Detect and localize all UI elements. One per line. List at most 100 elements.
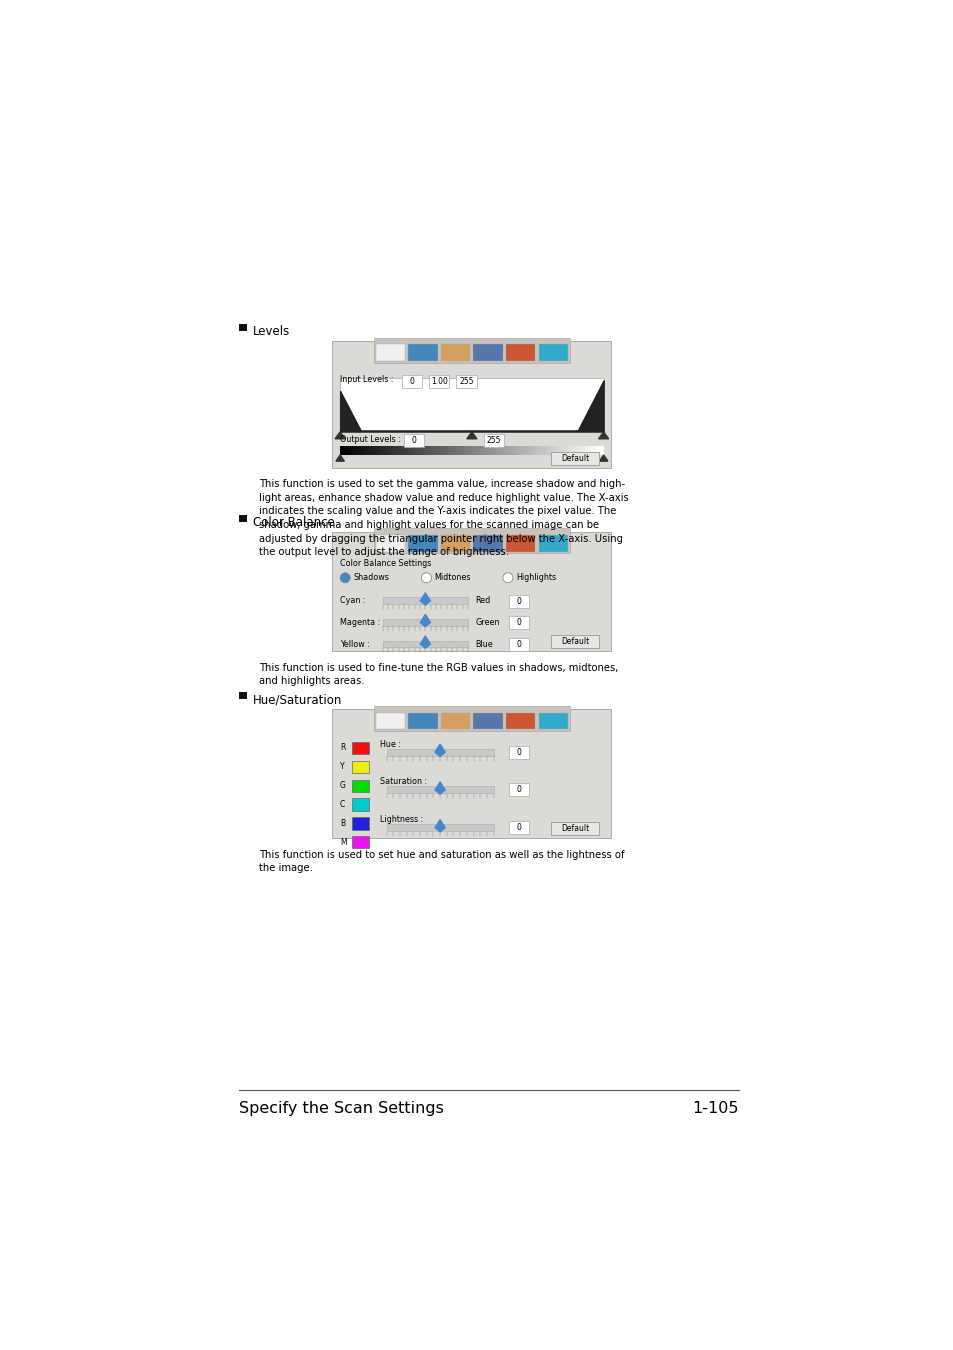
Text: Levels: Levels: [253, 325, 291, 339]
Bar: [506, 446, 509, 455]
Bar: [574, 446, 578, 455]
Bar: [374, 706, 569, 732]
Bar: [463, 446, 467, 455]
Bar: [548, 446, 551, 455]
Text: Color Balance: Color Balance: [253, 516, 335, 529]
Bar: [511, 446, 514, 455]
Bar: [509, 617, 529, 629]
Text: Specify the Scan Settings: Specify the Scan Settings: [239, 1102, 444, 1116]
Bar: [550, 446, 554, 455]
Bar: [369, 446, 372, 455]
Bar: [411, 446, 414, 455]
Circle shape: [421, 572, 431, 583]
Bar: [408, 344, 437, 362]
Polygon shape: [420, 593, 430, 605]
Bar: [524, 446, 527, 455]
Bar: [395, 446, 398, 455]
Bar: [563, 446, 566, 455]
Bar: [584, 446, 588, 455]
Bar: [352, 741, 369, 755]
Bar: [495, 446, 498, 455]
Bar: [448, 446, 451, 455]
Bar: [456, 446, 458, 455]
Text: Yellow :: Yellow :: [340, 640, 370, 648]
Bar: [386, 749, 493, 756]
Bar: [542, 446, 545, 455]
Text: Hue/Saturation: Hue/Saturation: [253, 694, 342, 706]
Bar: [466, 446, 469, 455]
Bar: [393, 446, 395, 455]
Bar: [518, 446, 522, 455]
Bar: [382, 446, 385, 455]
Bar: [473, 535, 502, 552]
Bar: [532, 446, 535, 455]
Polygon shape: [335, 455, 344, 462]
Text: Cyan :: Cyan :: [340, 597, 365, 605]
Bar: [514, 446, 517, 455]
Bar: [382, 598, 468, 605]
Text: Output Levels :: Output Levels :: [340, 435, 400, 444]
Polygon shape: [335, 432, 345, 439]
Bar: [566, 446, 569, 455]
Bar: [374, 338, 569, 363]
Bar: [352, 760, 369, 774]
Polygon shape: [598, 432, 608, 439]
Bar: [593, 446, 596, 455]
Bar: [429, 446, 433, 455]
Bar: [456, 374, 476, 387]
Text: Default: Default: [560, 637, 588, 645]
Bar: [239, 691, 247, 699]
Bar: [473, 713, 502, 729]
Bar: [461, 446, 464, 455]
Bar: [352, 779, 369, 792]
Polygon shape: [598, 455, 607, 462]
Bar: [505, 535, 535, 552]
Bar: [352, 817, 369, 830]
Bar: [440, 535, 470, 552]
Bar: [550, 634, 598, 648]
Bar: [595, 446, 598, 455]
Bar: [527, 446, 530, 455]
Bar: [598, 446, 600, 455]
Text: 1.00: 1.00: [431, 377, 447, 386]
Polygon shape: [420, 614, 430, 626]
Text: This function is used to fine-tune the RGB values in shadows, midtones,
and high: This function is used to fine-tune the R…: [258, 663, 618, 686]
Bar: [497, 446, 500, 455]
Bar: [537, 344, 567, 362]
Bar: [469, 446, 472, 455]
Bar: [558, 446, 561, 455]
Bar: [386, 825, 493, 832]
Bar: [429, 374, 449, 387]
Bar: [416, 446, 419, 455]
Bar: [382, 620, 468, 626]
Bar: [503, 446, 506, 455]
Bar: [342, 446, 345, 455]
Bar: [435, 446, 437, 455]
Bar: [509, 595, 529, 608]
Bar: [451, 446, 454, 455]
Bar: [397, 446, 400, 455]
Text: Shadows: Shadows: [353, 574, 389, 582]
Text: 0: 0: [517, 597, 521, 606]
Polygon shape: [420, 636, 430, 648]
Bar: [374, 528, 569, 554]
Bar: [508, 446, 511, 455]
Bar: [539, 446, 543, 455]
Bar: [453, 446, 456, 455]
Text: 255: 255: [458, 377, 474, 386]
Bar: [483, 433, 503, 447]
Bar: [550, 822, 598, 836]
Bar: [505, 344, 535, 362]
Bar: [535, 446, 537, 455]
Polygon shape: [435, 819, 445, 832]
Text: Default: Default: [560, 455, 588, 463]
Bar: [352, 798, 369, 811]
Text: 0: 0: [410, 377, 415, 386]
Bar: [421, 446, 424, 455]
Text: Blue: Blue: [476, 640, 493, 648]
Text: Highlights: Highlights: [516, 574, 556, 582]
Bar: [505, 713, 535, 729]
Bar: [509, 783, 529, 796]
Text: Midtones: Midtones: [435, 574, 471, 582]
Bar: [440, 344, 470, 362]
